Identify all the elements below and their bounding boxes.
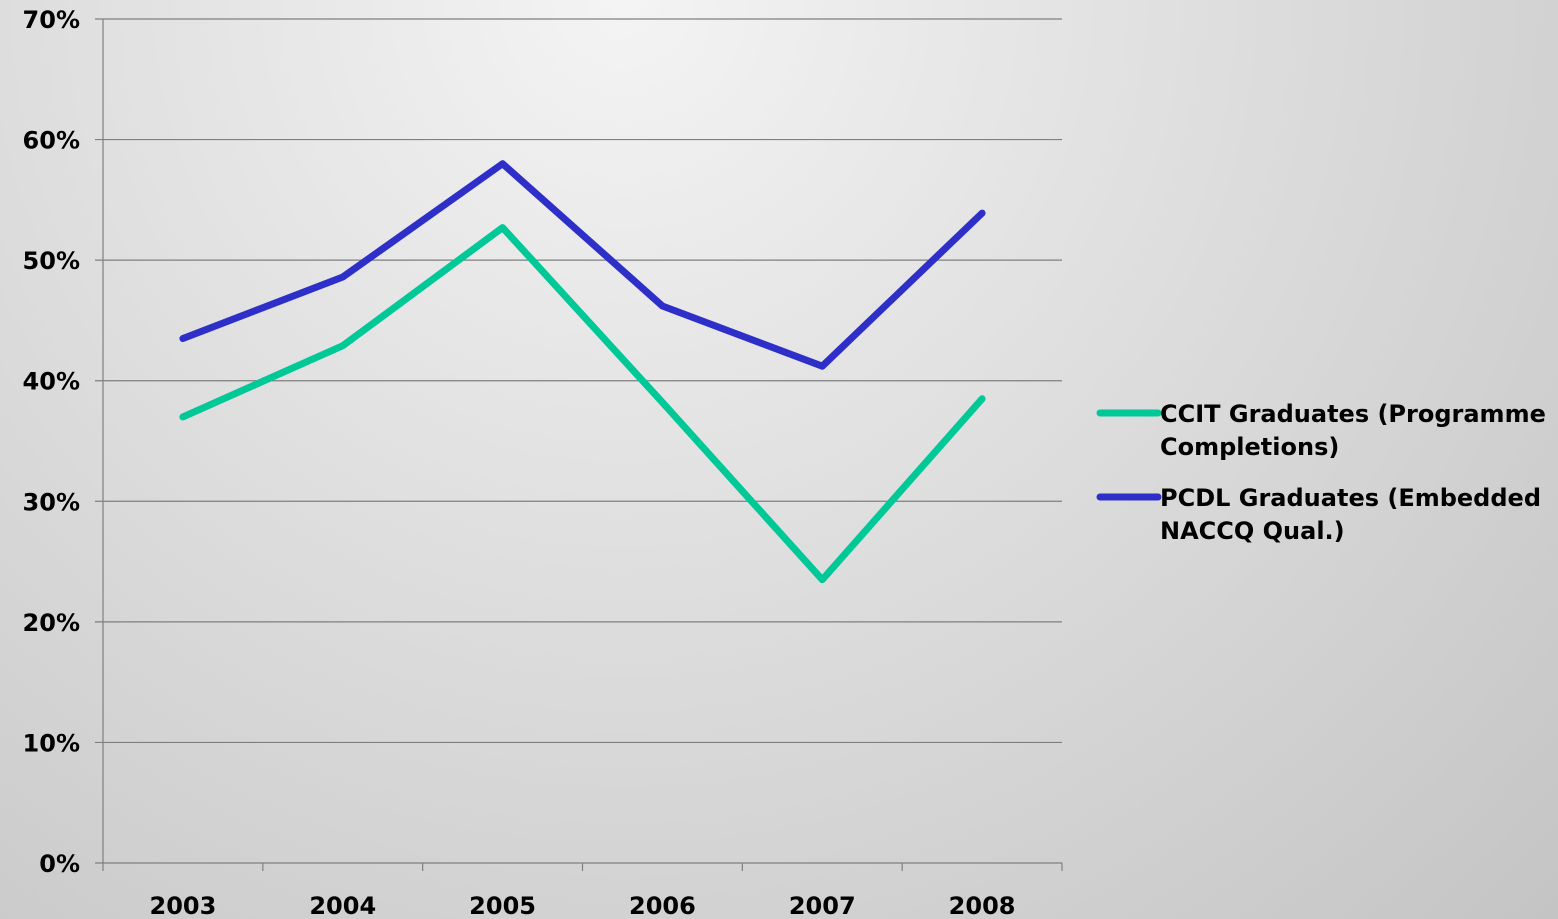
legend-item-2: PCDL Graduates (Embedded NACCQ Qual.)	[1096, 484, 1541, 545]
series-line-1	[179, 224, 986, 584]
gridlines	[95, 18, 1062, 744]
x-tick-label: 2006	[629, 892, 696, 919]
legend-label-line: PCDL Graduates (Embedded	[1160, 484, 1541, 512]
y-tick-label: 10%	[23, 729, 80, 757]
x-tick-label: 2007	[789, 892, 856, 919]
x-tick-label: 2004	[309, 892, 376, 919]
legend-label: CCIT Graduates (Programme Completions)	[1160, 400, 1546, 461]
y-tick-label: 20%	[23, 609, 80, 637]
legend-label: PCDL Graduates (Embedded NACCQ Qual.)	[1160, 484, 1541, 545]
y-tick-label: 30%	[23, 488, 80, 516]
x-tick-label: 2008	[949, 892, 1016, 919]
series-lines	[179, 160, 986, 584]
legend-label-line: NACCQ Qual.)	[1160, 517, 1345, 545]
x-tick-label: 2005	[469, 892, 536, 919]
y-tick-label: 70%	[23, 6, 80, 34]
legend-item-1: CCIT Graduates (Programme Completions)	[1096, 400, 1546, 461]
y-tick-label: 50%	[23, 247, 80, 275]
legend: CCIT Graduates (Programme Completions) PCD…	[1096, 400, 1546, 545]
y-tick-label: 40%	[23, 368, 80, 396]
x-tick-labels: 2003 2004 2005 2006 2007 2008	[150, 892, 1016, 919]
y-tick-labels: 0% 10% 20% 30% 40% 50% 60% 70%	[23, 6, 80, 878]
y-tick-label: 60%	[23, 127, 80, 155]
axes	[95, 19, 1063, 871]
legend-label-line: CCIT Graduates (Programme	[1160, 400, 1546, 428]
series-line-2	[179, 160, 986, 370]
legend-label-line: Completions)	[1160, 433, 1339, 461]
y-tick-label: 0%	[39, 850, 80, 878]
x-tick-label: 2003	[150, 892, 217, 919]
